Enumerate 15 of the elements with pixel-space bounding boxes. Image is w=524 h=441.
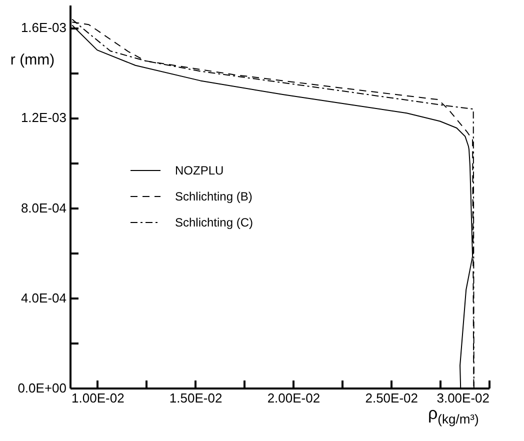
x-tick-label: 1.50E-02 (169, 390, 222, 406)
y-tick-label: 1.2E-03 (20, 110, 66, 126)
legend-label: NOZPLU (175, 164, 224, 178)
legend-label: Schlichting (B) (175, 190, 252, 204)
x-tick-label: 3.00E-02 (436, 390, 490, 406)
x-tick-label: 2.00E-02 (267, 390, 320, 406)
x-tick-label: 1.00E-02 (72, 390, 124, 406)
x-tick-label: 2.50E-02 (365, 390, 418, 406)
y-axis-title: r (mm) (10, 52, 55, 68)
x-axis-title: ρ$_{(kg/m³)}$ (428, 404, 479, 426)
y-tick-label: 0.0E+00 (18, 380, 66, 396)
y-tick-label: 1.6E-03 (20, 20, 66, 36)
legend-label: Schlichting (C) (175, 216, 254, 230)
y-tick-label: 8.0E-04 (20, 200, 66, 216)
y-tick-label: 4.0E-04 (20, 290, 66, 306)
